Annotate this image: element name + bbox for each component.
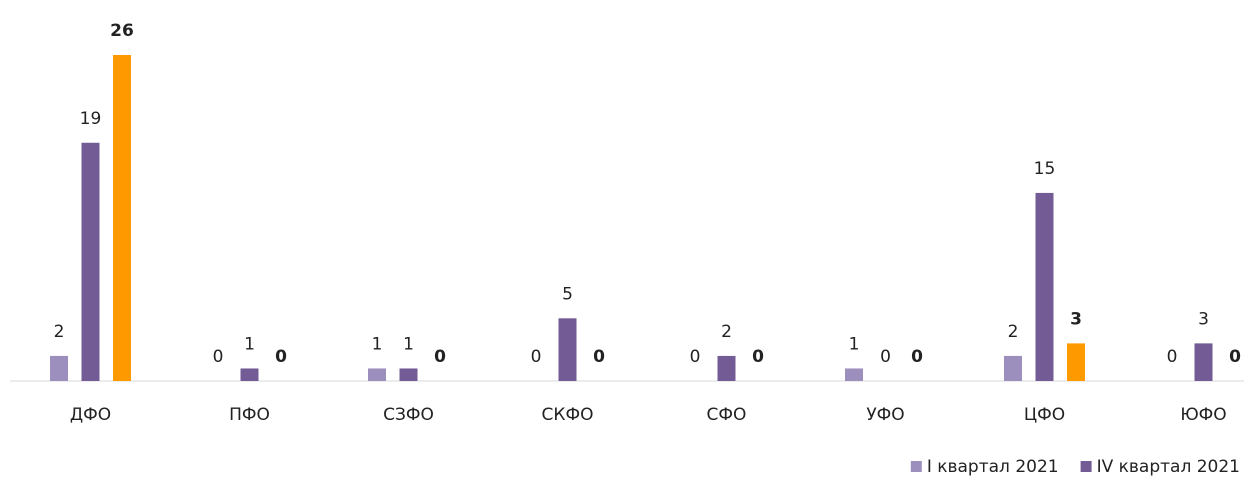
- x-tick-label: СЗФО: [383, 405, 434, 425]
- data-label: 0: [275, 347, 287, 367]
- x-tick-label: УФО: [866, 405, 904, 425]
- x-tick-label: ДФО: [70, 405, 111, 425]
- x-tick-label: ЦФО: [1024, 405, 1065, 425]
- data-label: 2: [721, 322, 732, 342]
- bar: [1035, 192, 1054, 381]
- bar: [240, 368, 259, 381]
- x-tick-label: ЮФО: [1180, 405, 1226, 425]
- legend-swatch: [1080, 461, 1092, 472]
- bar: [50, 355, 68, 381]
- x-tick-label: СКФО: [542, 405, 594, 425]
- bar: [399, 368, 418, 381]
- data-label: 19: [80, 109, 102, 129]
- data-label: 1: [372, 334, 383, 354]
- data-label: 3: [1198, 309, 1209, 329]
- data-label: 1: [244, 334, 255, 354]
- bar: [1194, 343, 1213, 381]
- data-label: 0: [434, 347, 446, 367]
- data-label: 26: [110, 21, 134, 41]
- data-label: 0: [911, 347, 923, 367]
- data-label: 2: [1008, 322, 1019, 342]
- data-label: 2: [54, 322, 65, 342]
- legend-label: I квартал 2021: [927, 457, 1059, 477]
- bar: [368, 368, 386, 381]
- bar: [1067, 343, 1085, 381]
- data-label: 0: [531, 347, 542, 367]
- bar: [558, 318, 577, 381]
- data-label: 0: [752, 347, 764, 367]
- bar: [81, 142, 100, 381]
- bar: [113, 55, 131, 381]
- legend-label: IV квартал 2021: [1097, 457, 1240, 477]
- bar: [845, 368, 863, 381]
- data-label: 0: [213, 347, 224, 367]
- data-label: 0: [1229, 347, 1241, 367]
- data-label: 3: [1070, 309, 1082, 329]
- data-label: 1: [403, 334, 414, 354]
- data-label: 1: [849, 334, 860, 354]
- data-label: 0: [880, 347, 891, 367]
- data-label: 5: [562, 284, 573, 304]
- data-label: 15: [1034, 159, 1056, 179]
- legend-swatch: [910, 461, 922, 472]
- data-label: 0: [1167, 347, 1178, 367]
- data-label: 0: [690, 347, 701, 367]
- bar: [1004, 355, 1022, 381]
- bar: [717, 355, 736, 381]
- x-tick-label: ПФО: [229, 405, 270, 425]
- x-tick-label: СФО: [707, 405, 747, 425]
- data-label: 0: [593, 347, 605, 367]
